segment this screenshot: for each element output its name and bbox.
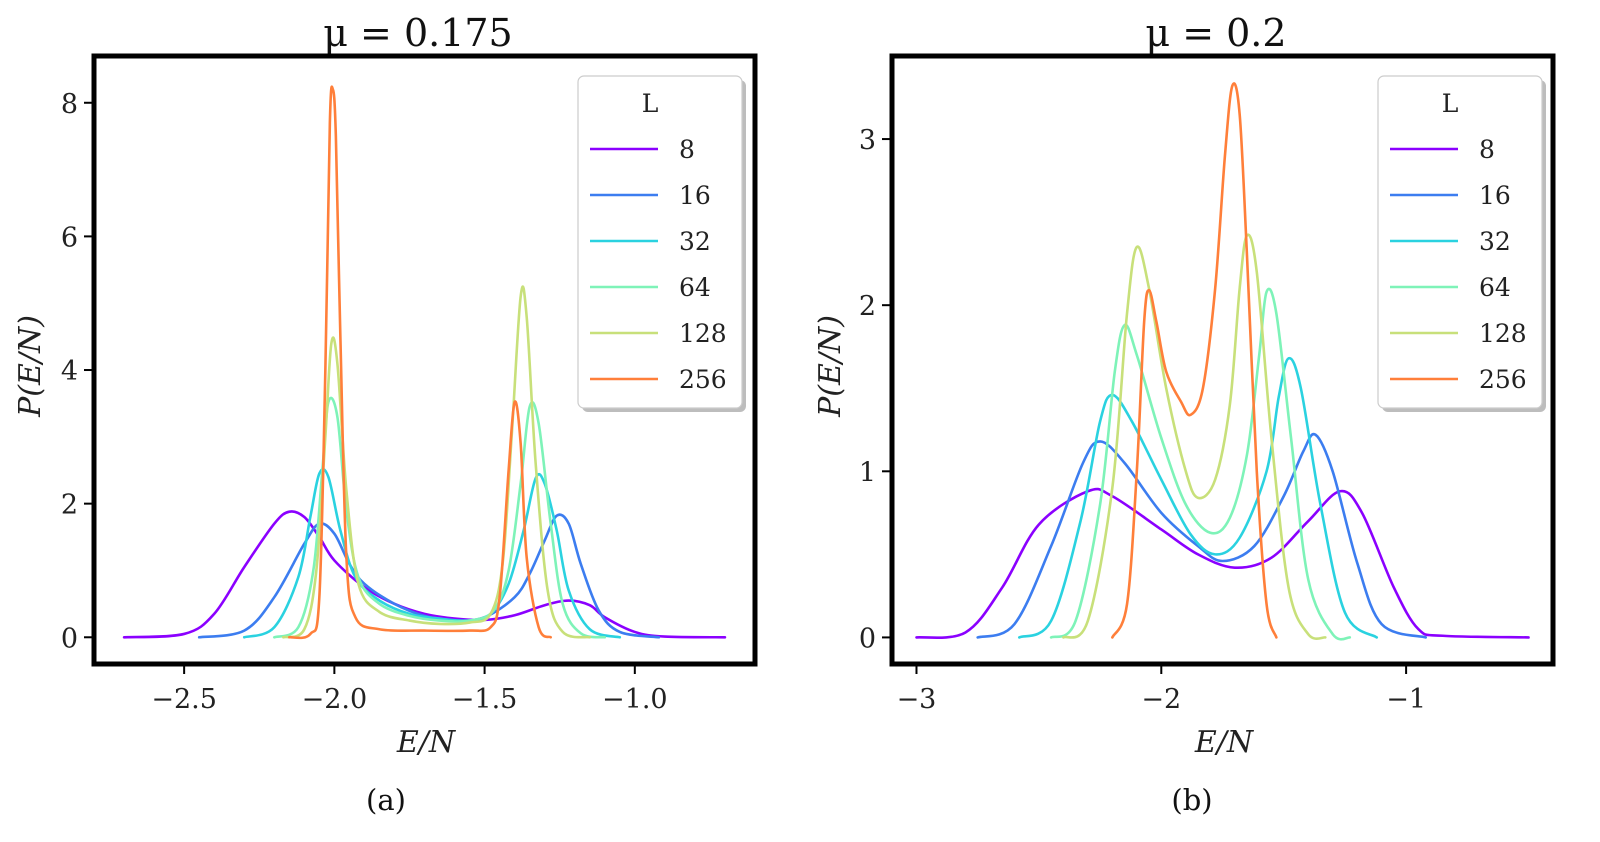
- x-tick-label: −2.0: [302, 684, 368, 715]
- legend-label-8: 8: [679, 135, 695, 164]
- legend: L8 16 32 64 128 256: [1377, 75, 1546, 412]
- legend-label-128: 128: [679, 319, 727, 348]
- series-line-256: [288, 85, 552, 640]
- chart-title: μ = 0.2: [1145, 11, 1286, 55]
- series-line-8: [915, 487, 1530, 640]
- legend-label-256: 256: [1479, 365, 1527, 394]
- series-line-64: [1049, 287, 1352, 641]
- y-tick-label: 0: [61, 623, 78, 654]
- legend-label-128: 128: [1479, 319, 1527, 348]
- y-axis-label: P(E/N): [813, 315, 848, 418]
- series-line-256: [1111, 82, 1278, 639]
- series-group: [122, 85, 727, 640]
- series-line-16: [976, 432, 1427, 639]
- plot-area: −3 −2 −1 0 1 2 3 L8 16 32 64 128 256: [859, 53, 1556, 715]
- legend-title: L: [642, 89, 659, 118]
- y-tick-label: 2: [859, 291, 876, 322]
- legend-label-64: 64: [679, 273, 711, 302]
- y-tick-label: 0: [859, 623, 876, 654]
- legend-label-64: 64: [1479, 273, 1511, 302]
- x-axis-label: E/N: [396, 725, 457, 760]
- x-tick-label: −2: [1141, 684, 1181, 715]
- legend-label-256: 256: [679, 365, 727, 394]
- legend-label-16: 16: [679, 181, 711, 210]
- legend-label-8: 8: [1479, 135, 1495, 164]
- series-line-128: [1062, 233, 1327, 640]
- series-line-32: [1018, 356, 1379, 639]
- y-tick-label: 1: [859, 457, 876, 488]
- y-tick-label: 3: [859, 125, 876, 156]
- x-tick-label: −1: [1386, 684, 1426, 715]
- legend: L8 16 32 64 128 256: [577, 75, 746, 412]
- y-tick-label: 8: [61, 89, 78, 120]
- legend-label-16: 16: [1479, 181, 1511, 210]
- y-tick-label: 6: [61, 222, 78, 253]
- plot-frame: [91, 53, 758, 667]
- x-tick-label: −2.5: [151, 684, 217, 715]
- panel-caption: (b): [1171, 783, 1212, 817]
- legend-label-32: 32: [679, 227, 711, 256]
- y-axis-label: P(E/N): [13, 315, 48, 418]
- panel-b: μ = 0.2 −3 −2 −1 0 1 2 3 L8 16 32 64 128 256 E/N P(E…: [813, 11, 1556, 817]
- legend-box: [1377, 75, 1543, 409]
- x-tick-label: −1.0: [602, 684, 668, 715]
- legend-title: L: [1442, 89, 1459, 118]
- y-tick-label: 2: [61, 490, 78, 521]
- series-group: [915, 82, 1530, 641]
- legend-box: [577, 75, 743, 409]
- x-tick-label: −1.5: [452, 684, 518, 715]
- x-axis-label: E/N: [1194, 725, 1255, 760]
- x-tick-label: −3: [897, 684, 937, 715]
- plot-frame: [889, 53, 1556, 667]
- series-line-128: [281, 285, 592, 639]
- series-line-32: [242, 467, 622, 639]
- y-tick-label: 4: [61, 356, 78, 387]
- legend-label-32: 32: [1479, 227, 1511, 256]
- panel-caption: (a): [366, 783, 406, 817]
- chart-title: μ = 0.175: [323, 11, 512, 55]
